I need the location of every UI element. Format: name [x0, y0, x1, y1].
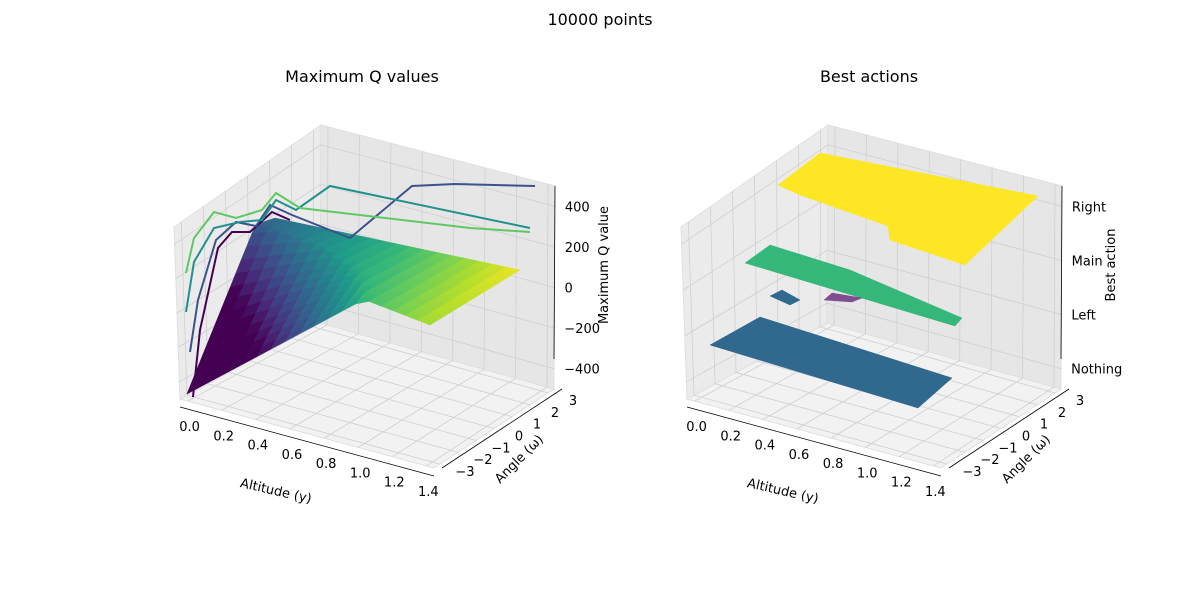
y-tick-label: −2: [473, 453, 492, 468]
z-tick-label: Left: [1071, 309, 1095, 324]
z-gridline: [175, 183, 555, 279]
x-tick-label: 1.0: [350, 466, 371, 481]
x-tick-label: 0.6: [282, 448, 303, 463]
x-tick-label: 0.0: [179, 420, 200, 435]
y-tick-label: 1: [1040, 418, 1048, 433]
z-gridline: [686, 302, 1062, 383]
z-axis-label: Best action: [1104, 229, 1119, 302]
y-tick-label: −3: [455, 465, 474, 480]
x-tick-label: 0.4: [754, 439, 775, 454]
y-gridline: [291, 145, 531, 406]
y-axis-line: [441, 388, 563, 469]
surface-patch: [500, 266, 521, 274]
x-gridline: [221, 134, 360, 411]
x-axis-line: [686, 406, 942, 477]
x-tick-label: 1.4: [925, 485, 946, 500]
z-axis-label: Maximum Q value: [597, 206, 612, 324]
y-tick-label: −1: [998, 441, 1017, 456]
x-tick-label: 1.2: [891, 476, 912, 491]
y-axis-line: [948, 388, 1070, 469]
y-gridline: [203, 206, 459, 453]
y-gridline: [180, 221, 441, 465]
contour-line: [185, 191, 531, 274]
gridlines: [174, 126, 556, 467]
x-tick-label: 0.8: [823, 457, 844, 472]
z-axis-line: [1060, 185, 1063, 360]
y-tick-label: 2: [1058, 406, 1066, 421]
x-gridline: [899, 175, 1024, 458]
nothing-small-region: [769, 289, 801, 306]
x-gridline: [255, 143, 392, 420]
z-axis-line: [553, 185, 556, 360]
x-tick-label: 0.0: [686, 420, 707, 435]
z-gridline: [684, 249, 1062, 337]
y-tick-label: 0: [1022, 430, 1030, 445]
y-tick-label: 3: [1076, 394, 1084, 409]
y-tick-label: −3: [962, 465, 981, 480]
y-tick-label: 2: [551, 406, 559, 421]
y-tick-label: −1: [491, 441, 510, 456]
figure-title: 10000 points: [547, 10, 653, 29]
z-tick-label: −400: [564, 363, 600, 378]
x-tick-label: 0.2: [720, 429, 741, 444]
z-tick-label: Main: [1072, 254, 1103, 269]
main-region: [823, 292, 863, 303]
left-chart-title: Maximum Q values: [285, 67, 439, 86]
z-tick-label: 200: [565, 241, 590, 256]
y-gridline: [247, 175, 495, 429]
z-tick-label: Right: [1072, 200, 1106, 215]
z-tick-label: 400: [565, 200, 590, 215]
y-tick-label: 1: [533, 418, 541, 433]
q-surface: [186, 217, 521, 395]
x-axis-label: Altitude (y): [746, 476, 820, 507]
x-tick-label: 0.6: [789, 448, 810, 463]
right-chart-title: Best actions: [819, 67, 919, 86]
y-gridline: [688, 221, 948, 465]
x-gridline: [392, 175, 517, 458]
x-tick-label: 0.8: [316, 457, 337, 472]
y-tick-label: 0: [515, 430, 523, 445]
y-gridline: [225, 191, 477, 441]
x-gridline: [426, 184, 549, 467]
x-tick-label: 0.2: [213, 429, 234, 444]
x-tick-label: 1.2: [384, 476, 405, 491]
x-gridline: [187, 126, 329, 402]
x-tick-label: 1.4: [418, 485, 439, 500]
contour-line: [185, 184, 531, 313]
z-tick-label: Nothing: [1071, 363, 1122, 378]
x-gridline: [357, 167, 486, 448]
left-region: [744, 244, 963, 327]
right-region: [777, 152, 1039, 266]
y-tick-label: 3: [569, 394, 577, 409]
x-gridline: [289, 151, 423, 430]
x-tick-label: 1.0: [857, 466, 878, 481]
z-gridline: [174, 144, 556, 245]
nothing-region: [709, 316, 953, 409]
y-gridline: [732, 191, 984, 441]
contour-line: [189, 182, 536, 353]
z-tick-label: 0: [565, 282, 573, 297]
contour-line: [192, 210, 291, 398]
x-axis-line: [179, 406, 435, 477]
x-gridline: [933, 184, 1056, 467]
y-tick-label: −2: [980, 453, 999, 468]
x-tick-label: 0.4: [247, 439, 268, 454]
y-gridline: [710, 206, 966, 453]
z-tick-label: −200: [564, 322, 600, 337]
